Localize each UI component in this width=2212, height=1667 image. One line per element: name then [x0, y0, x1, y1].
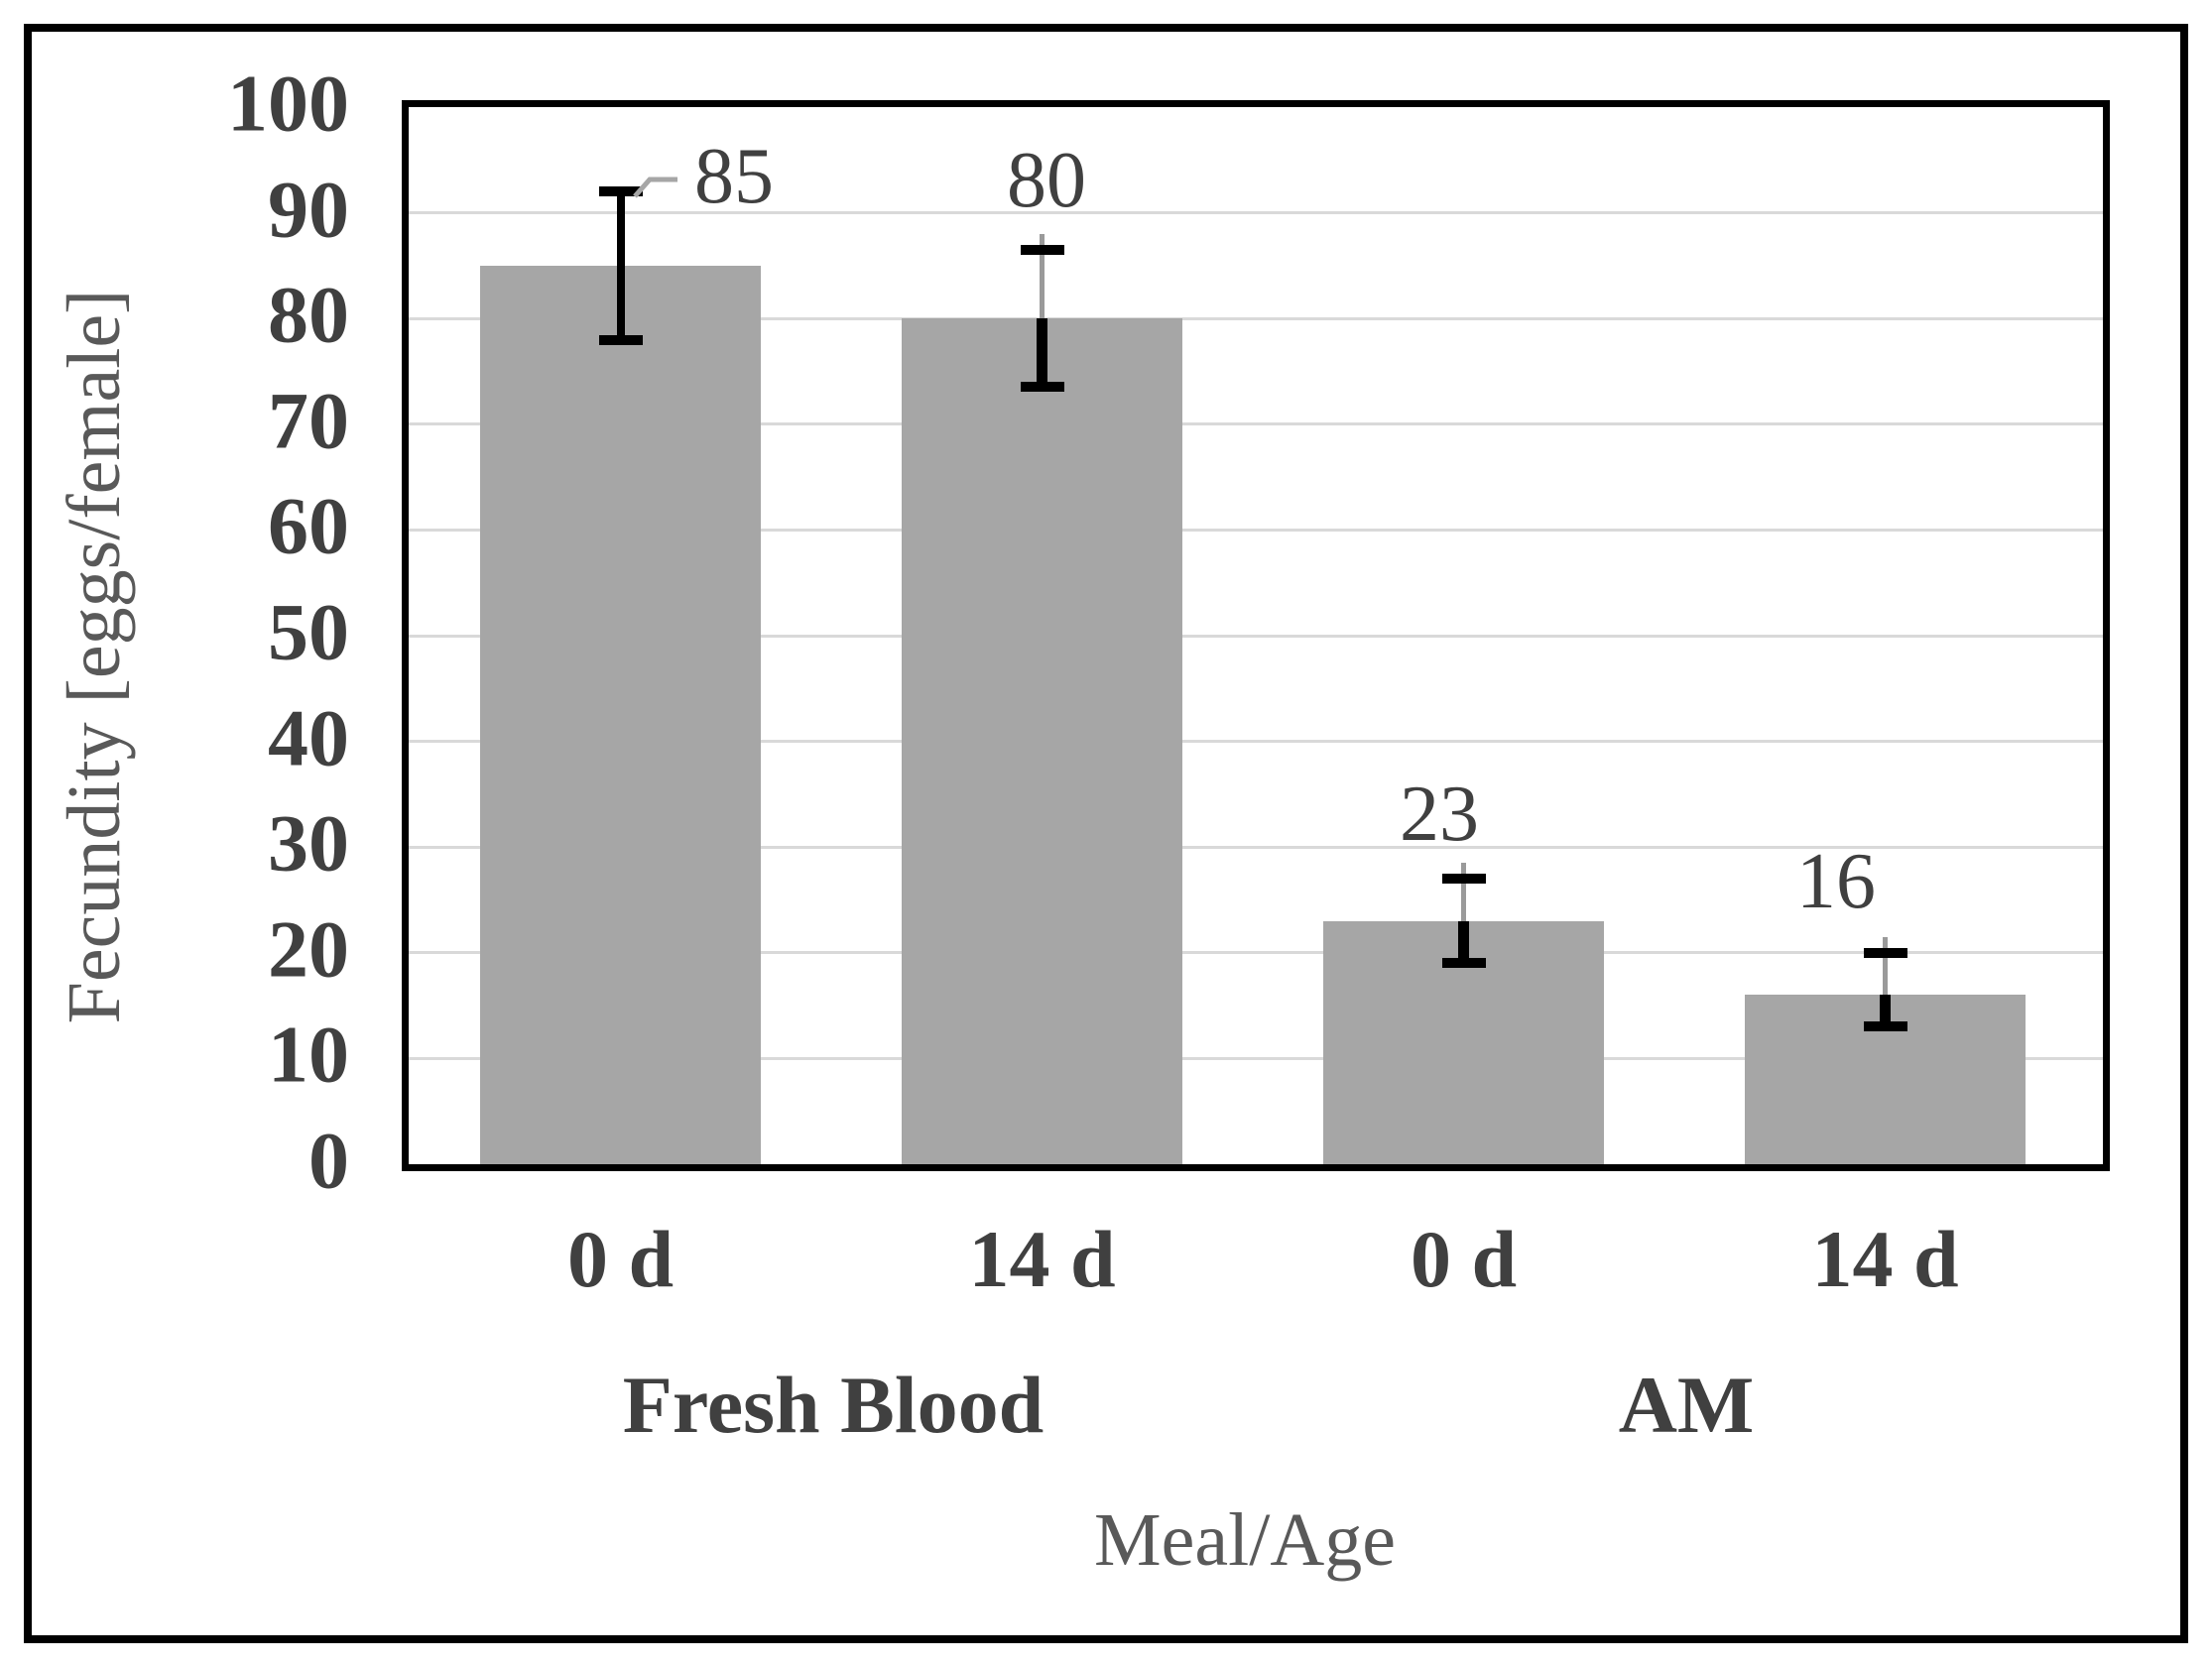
error-bar-upper-line	[1461, 863, 1466, 921]
y-tick-label-40: 40	[268, 692, 349, 783]
y-tick-label-30: 30	[268, 797, 349, 889]
error-bar-bottom-cap	[598, 334, 643, 345]
data-label-16: 16	[1796, 838, 1876, 925]
error-bar-lower-line	[1880, 995, 1891, 1027]
y-tick-label-100: 100	[227, 58, 349, 149]
gridline-10	[409, 1056, 2103, 1060]
y-tick-label-20: 20	[268, 903, 349, 995]
x-tick-label-1: 14 d	[968, 1214, 1116, 1304]
gridline-80	[409, 316, 2103, 320]
x-tick-label-0: 0 d	[566, 1214, 675, 1304]
error-bar-bottom-cap	[1441, 958, 1486, 969]
gridline-90	[409, 211, 2103, 215]
error-bar-top-cap	[1020, 244, 1064, 255]
y-tick-label-10: 10	[268, 1010, 349, 1101]
error-bar-lower-line	[1458, 920, 1469, 964]
data-label-85: 85	[694, 133, 774, 220]
error-bar-top-cap	[1863, 947, 1907, 958]
y-axis-title: Fecundity [eggs/female]	[53, 289, 136, 1024]
error-bar-upper-line	[1883, 936, 1888, 996]
error-bar-bottom-cap	[1863, 1021, 1907, 1032]
error-bar-line	[616, 191, 625, 340]
bar-0d-0	[480, 265, 761, 1164]
error-bar-top-cap	[598, 186, 643, 197]
gridline-30	[409, 845, 2103, 849]
error-bar-upper-line	[1040, 233, 1045, 319]
error-bar-bottom-cap	[1020, 382, 1064, 393]
gridline-20	[409, 951, 2103, 955]
error-bar-lower-line	[1037, 318, 1047, 388]
y-tick-label-50: 50	[268, 586, 349, 677]
plot-area	[402, 100, 2110, 1171]
y-tick-label-0: 0	[308, 1115, 349, 1206]
gridline-40	[409, 740, 2103, 744]
error-bar-top-cap	[1441, 874, 1486, 885]
data-label-80: 80	[1007, 137, 1086, 224]
x-tick-label-3: 14 d	[1811, 1214, 1959, 1304]
y-tick-label-70: 70	[268, 375, 349, 466]
data-label-23: 23	[1400, 771, 1479, 858]
x-tick-label-2: 0 d	[1410, 1214, 1518, 1304]
bar-14d-1	[902, 318, 1182, 1164]
y-tick-label-80: 80	[268, 269, 349, 360]
x-axis-title: Meal/Age	[1094, 1498, 1396, 1582]
group-label-fresh-blood: Fresh Blood	[622, 1360, 1045, 1450]
gridline-60	[409, 528, 2103, 532]
gridline-50	[409, 634, 2103, 638]
gridline-70	[409, 422, 2103, 426]
figure-border	[24, 24, 2188, 1643]
group-label-am: AM	[1618, 1360, 1755, 1450]
y-tick-label-90: 90	[268, 164, 349, 255]
y-tick-label-60: 60	[268, 481, 349, 572]
